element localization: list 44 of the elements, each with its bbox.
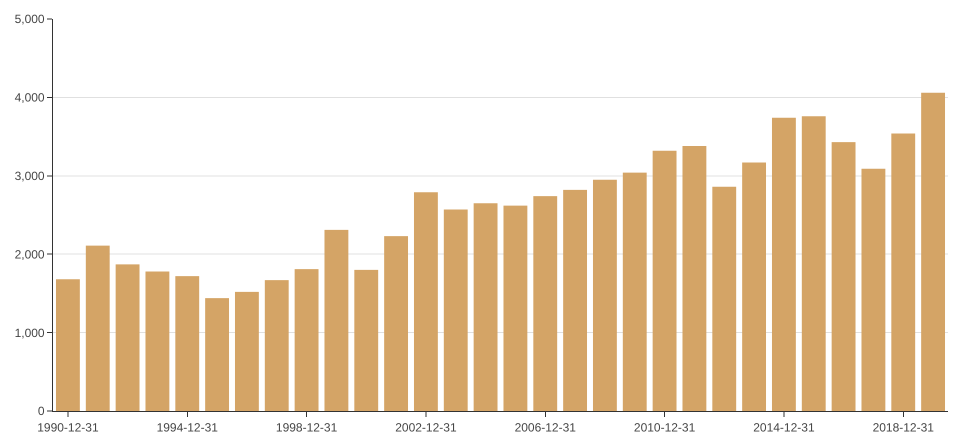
- bar: [324, 230, 348, 411]
- y-tick-label: 2,000: [14, 247, 45, 262]
- bar: [832, 142, 856, 411]
- y-tick-label: 0: [38, 404, 45, 418]
- bar: [384, 236, 408, 411]
- x-tick-label: 2014-12-31: [753, 420, 815, 434]
- y-tick-label: 5,000: [14, 12, 45, 26]
- bar: [861, 168, 886, 411]
- bar: [414, 192, 438, 411]
- bar: [294, 269, 319, 411]
- bar: [921, 92, 946, 411]
- x-tick-label: 1990-12-31: [37, 420, 99, 434]
- y-tick-label: 1,000: [14, 326, 45, 340]
- bar: [772, 118, 796, 411]
- bar: [116, 264, 140, 411]
- bar: [652, 150, 677, 411]
- bar: [563, 190, 588, 411]
- bar: [145, 271, 170, 411]
- x-tick-label: 1998-12-31: [276, 420, 338, 434]
- bar: [802, 116, 826, 411]
- bar: [622, 172, 647, 411]
- x-tick-label: 2018-12-31: [872, 420, 934, 434]
- bar: [503, 206, 528, 411]
- bar: [264, 280, 289, 411]
- x-tick-label: 2010-12-31: [634, 420, 696, 434]
- bar: [474, 203, 498, 411]
- x-tick-label: 2006-12-31: [514, 420, 576, 434]
- bar: [205, 298, 230, 411]
- bar: [354, 270, 378, 411]
- bar: [682, 146, 706, 411]
- bar: [742, 162, 766, 411]
- bar: [533, 196, 558, 411]
- bar: [891, 133, 916, 411]
- bar: [175, 276, 200, 411]
- x-tick-label: 1994-12-31: [156, 420, 218, 434]
- bar: [56, 279, 80, 411]
- bar: [592, 180, 617, 411]
- bar: [234, 292, 259, 411]
- bar: [444, 210, 468, 411]
- y-tick-label: 3,000: [14, 169, 45, 183]
- bar: [712, 186, 736, 411]
- x-tick-label: 2002-12-31: [395, 420, 457, 434]
- y-tick-label: 4,000: [14, 90, 45, 105]
- bar: [86, 246, 110, 411]
